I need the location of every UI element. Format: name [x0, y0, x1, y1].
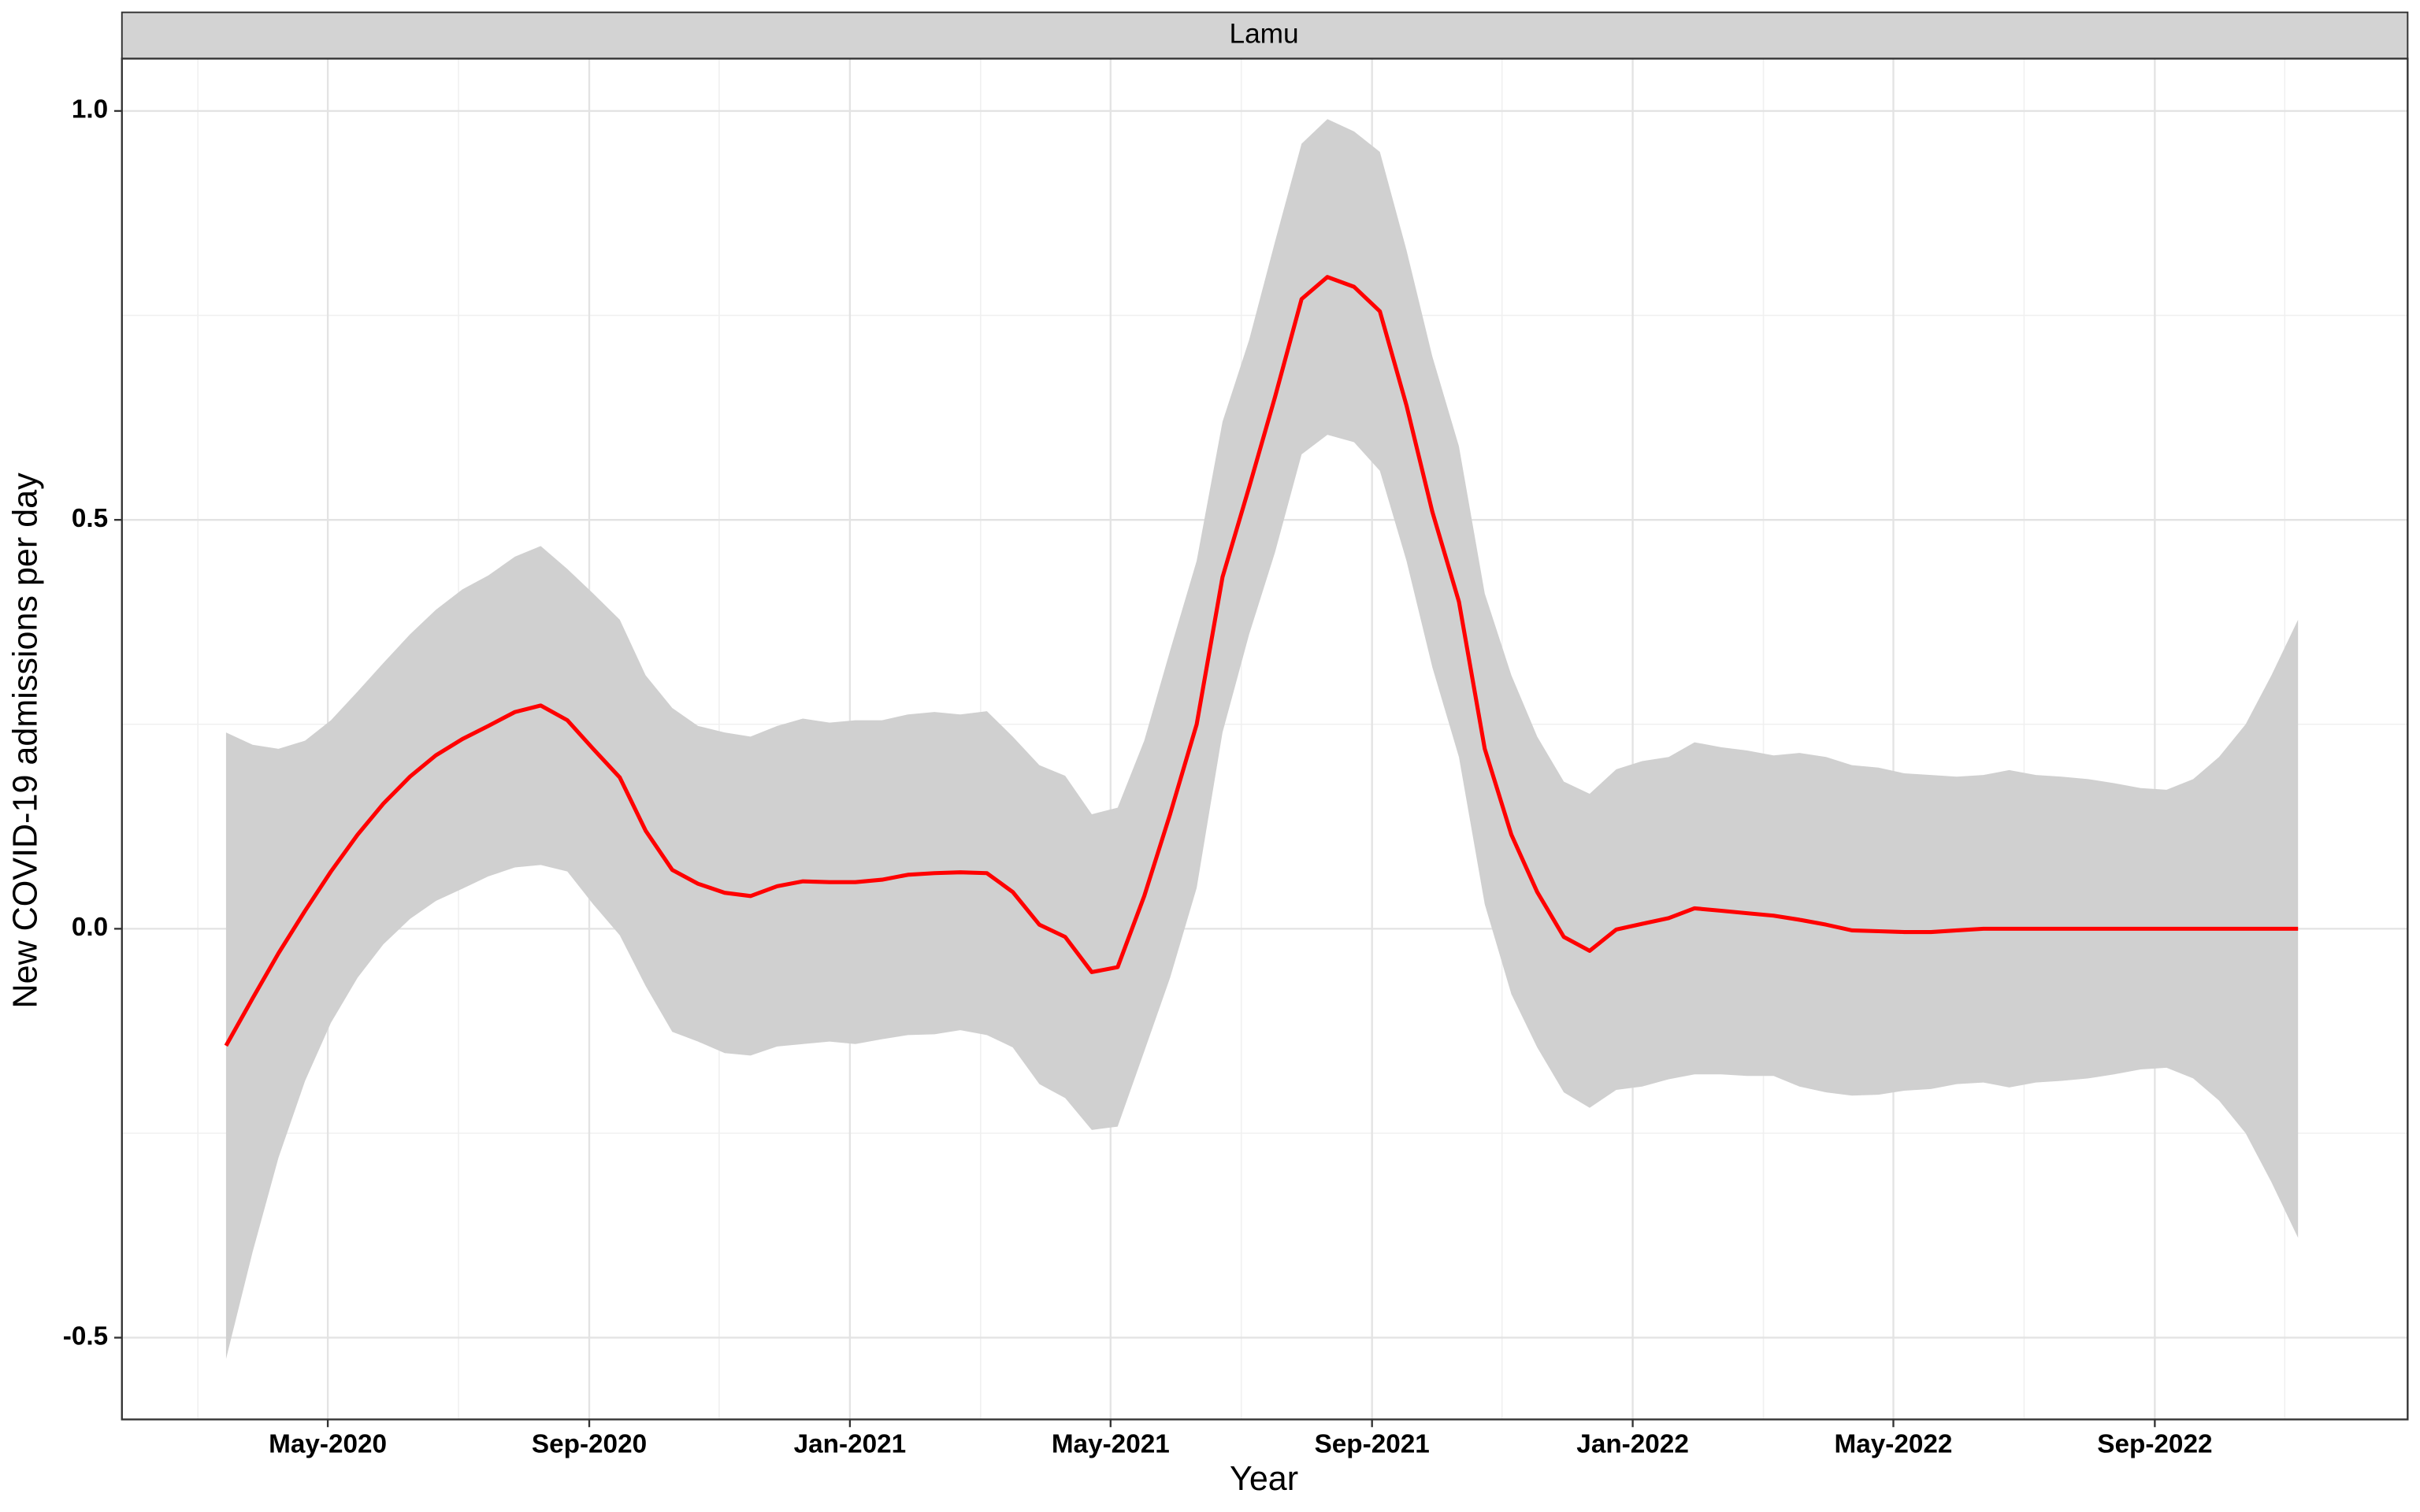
confidence-band — [225, 119, 2299, 1359]
x-tick-label: Jan-2022 — [1576, 1430, 1689, 1459]
facet-strip — [121, 11, 2409, 60]
y-tick-label: 1.0 — [72, 95, 108, 124]
y-tick-label: -0.5 — [63, 1321, 108, 1351]
x-tick-label: May-2021 — [1052, 1430, 1170, 1459]
x-tick-label: Sep-2022 — [2097, 1430, 2212, 1459]
y-axis-title: New COVID-19 admissions per day — [7, 472, 45, 1009]
x-tick-label: Sep-2021 — [1315, 1430, 1430, 1459]
x-axis-title: Year — [1230, 1460, 1298, 1498]
x-tick-label: May-2022 — [1835, 1430, 1953, 1459]
x-tick-label: Jan-2021 — [794, 1430, 907, 1459]
y-tick-label: 0.5 — [72, 504, 108, 533]
x-tick-label: Sep-2020 — [532, 1430, 647, 1459]
plot-border — [121, 57, 2409, 1421]
x-tick-label: May-2020 — [269, 1430, 387, 1459]
y-tick-label: 0.0 — [72, 913, 108, 942]
line — [224, 275, 2299, 1047]
facet-title: Lamu — [1229, 18, 1298, 49]
plot-area: May-2020 Sep-2020 Jan-2021 May-2021 Sep-2021… — [63, 57, 2409, 1459]
